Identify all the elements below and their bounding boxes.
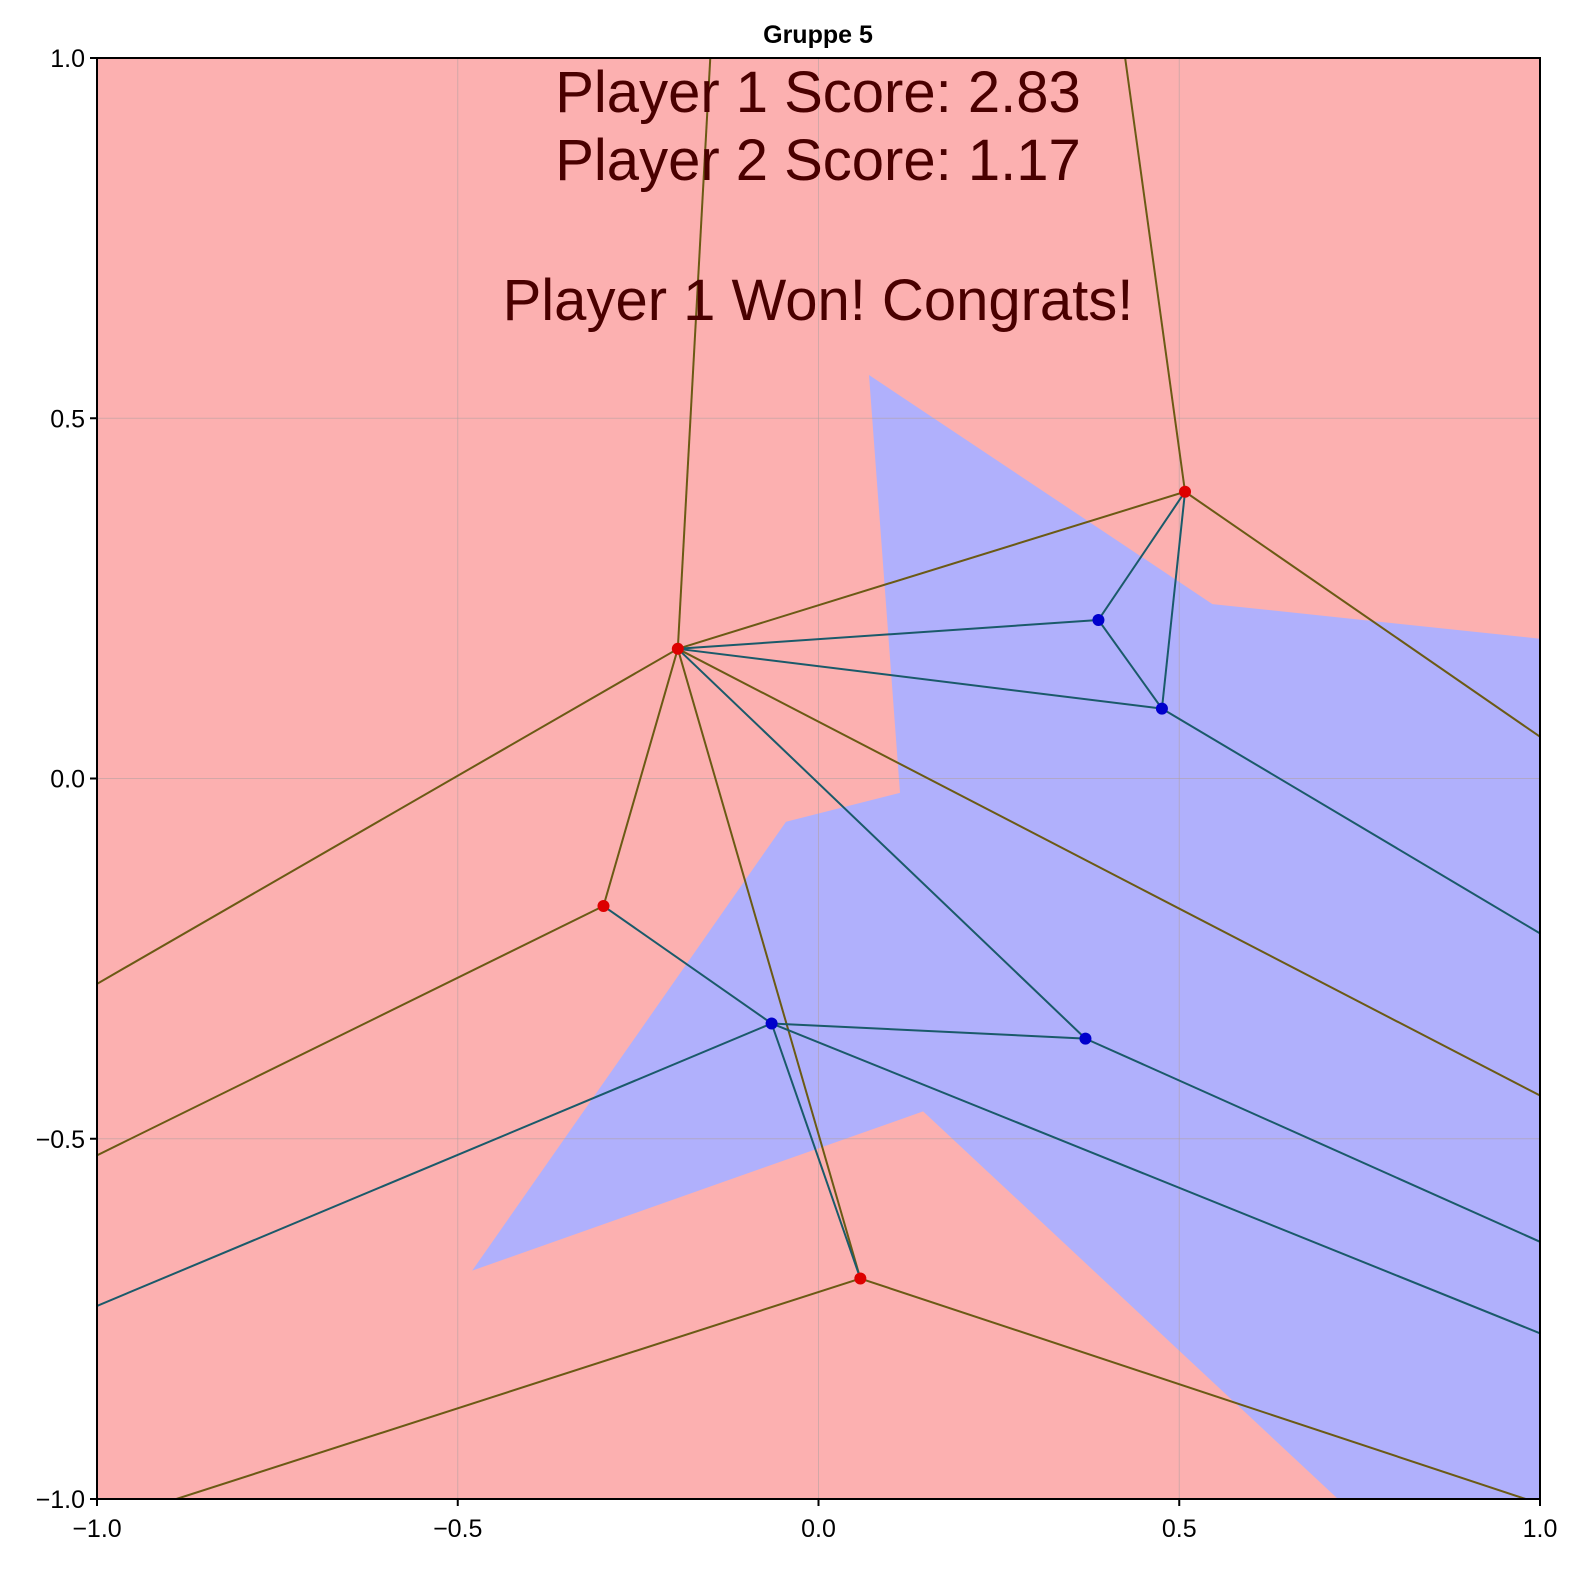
x-tick-label-3: 0.5 xyxy=(1162,1515,1197,1543)
player1-score-text: Player 1 Score: 2.83 xyxy=(555,60,1081,125)
edge-22 xyxy=(176,1277,861,1499)
y-tick-label-3: 0.5 xyxy=(50,405,85,433)
edge-8 xyxy=(677,648,1087,1040)
edge-3 xyxy=(602,648,679,907)
x-tick-label-4: 1.0 xyxy=(1523,1515,1558,1543)
player2-region xyxy=(472,375,1540,1499)
player2-point-1 xyxy=(1155,702,1168,715)
edge-19 xyxy=(771,1022,1540,1335)
edge-10 xyxy=(1184,490,1540,738)
player2-score-text: Player 2 Score: 1.17 xyxy=(555,128,1081,193)
edge-15 xyxy=(97,905,604,1157)
player1-point-2 xyxy=(597,900,610,913)
edge-12 xyxy=(1160,491,1187,709)
edge-6 xyxy=(677,618,1099,650)
connection-lines xyxy=(97,58,1540,1499)
edge-7 xyxy=(677,647,1163,710)
y-tick-label-0: −1.0 xyxy=(36,1486,85,1514)
edge-16 xyxy=(602,905,773,1025)
player2-region-layer xyxy=(472,375,1540,1499)
y-axis-ticks: −1.0 −0.5 0.0 0.5 1.0 xyxy=(36,45,97,1514)
edge-17 xyxy=(97,1022,772,1307)
x-axis-ticks: −1.0 −0.5 0.0 0.5 1.0 xyxy=(72,1499,1557,1543)
edge-13 xyxy=(1097,619,1163,710)
player2-point-2 xyxy=(765,1017,778,1030)
edge-0 xyxy=(676,58,712,649)
edge-18 xyxy=(771,1022,1086,1040)
edge-2 xyxy=(97,647,679,985)
edge-14 xyxy=(1161,707,1540,935)
edge-5 xyxy=(677,647,1540,1097)
chart-title: Gruppe 5 xyxy=(763,21,873,49)
edge-23 xyxy=(860,1277,1526,1499)
edge-11 xyxy=(1097,491,1186,621)
player2-point-0 xyxy=(1092,613,1105,626)
player1-point-3 xyxy=(854,1272,867,1285)
edge-1 xyxy=(677,490,1186,650)
edge-20 xyxy=(770,1023,862,1279)
y-tick-label-2: 0.0 xyxy=(50,766,85,794)
player-points xyxy=(597,485,1192,1285)
player1-point-0 xyxy=(671,642,684,655)
player1-point-1 xyxy=(1179,485,1192,498)
result-text: Player 1 Won! Congrats! xyxy=(503,268,1134,333)
y-tick-label-4: 1.0 xyxy=(50,45,85,73)
y-tick-label-1: −0.5 xyxy=(36,1126,85,1154)
x-tick-label-0: −1.0 xyxy=(72,1515,121,1543)
edge-4 xyxy=(676,648,862,1279)
edge-21 xyxy=(1085,1037,1540,1243)
x-tick-label-2: 0.0 xyxy=(801,1515,836,1543)
x-tick-label-1: −0.5 xyxy=(433,1515,482,1543)
player2-point-3 xyxy=(1079,1032,1092,1045)
edge-9 xyxy=(1124,58,1187,492)
